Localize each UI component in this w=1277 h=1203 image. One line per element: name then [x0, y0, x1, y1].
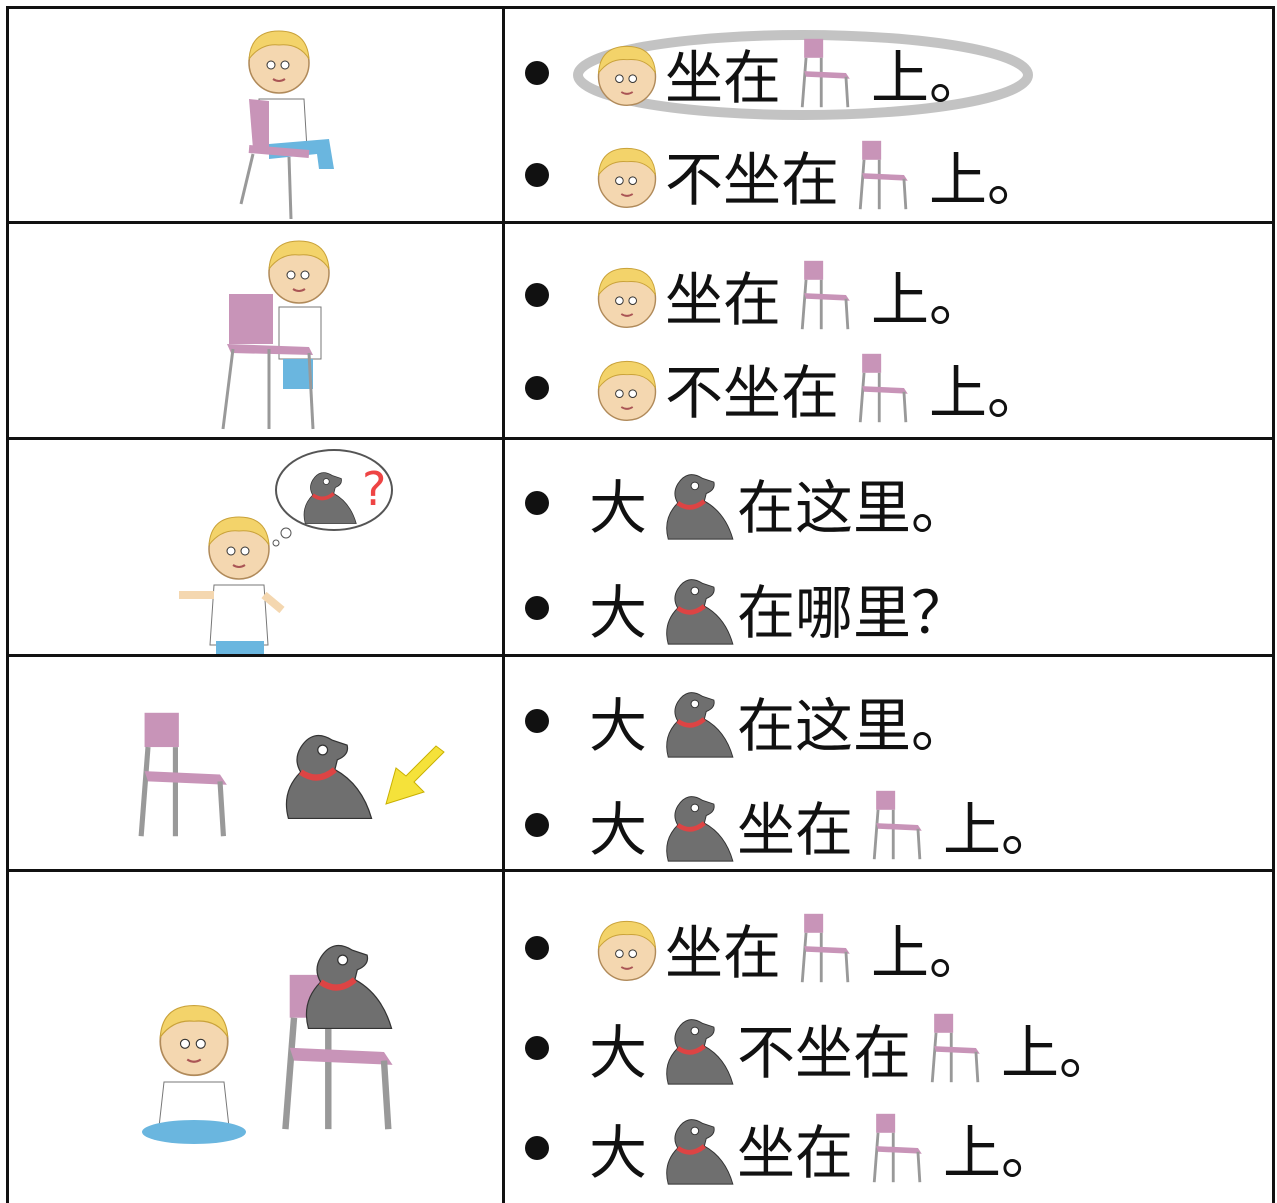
boy-and-dog-on-chair-illustration	[142, 912, 414, 1144]
chair-icon	[863, 1110, 933, 1186]
bullet	[525, 936, 549, 960]
bullet	[525, 709, 549, 733]
text: 坐在	[737, 1119, 854, 1187]
text: 大	[589, 796, 648, 864]
chair-icon	[849, 137, 919, 213]
text: 大	[589, 1019, 648, 1087]
sentence-cell: 坐在 上。 大不坐在 上。 大坐在 上。	[505, 872, 1272, 1203]
text: 在这里。	[737, 692, 970, 760]
sentence: 大 在这里。	[525, 681, 969, 761]
illustration-cell	[9, 224, 505, 437]
highlight-ellipse	[573, 30, 1033, 120]
text: 坐在	[665, 44, 782, 112]
bullet	[525, 283, 549, 307]
bullet	[525, 61, 549, 85]
dog-icon	[647, 1010, 737, 1086]
chair-icon	[791, 910, 861, 986]
chair-icon	[791, 257, 861, 333]
illustration-cell: ?	[9, 440, 505, 655]
illustration-cell	[9, 872, 505, 1203]
text: 上。	[943, 796, 1060, 864]
dog-icon	[647, 465, 737, 541]
text: 上。	[871, 44, 988, 112]
chair-icon	[921, 1010, 991, 1086]
sentence-cell: 大在这里。 大坐在 上。	[505, 657, 1272, 869]
table-row: ? 大在这里。 大在哪里？	[6, 437, 1275, 655]
text: 大	[589, 1119, 648, 1187]
text: 大	[589, 692, 648, 760]
text: 不坐在	[665, 146, 840, 214]
text: 上。	[943, 1119, 1060, 1187]
sentence-cell: 坐在 上。 不坐在 上。	[505, 9, 1272, 221]
text: 大	[589, 474, 648, 542]
table-row: 坐在 上。 不坐在 上。	[6, 6, 1275, 221]
sentence-cell: 大在这里。 大在哪里？	[505, 440, 1272, 654]
text: 坐在	[665, 266, 782, 334]
text: 坐在	[665, 919, 782, 987]
boy-sitting-illustration	[239, 30, 334, 219]
boy-standing-illustration	[221, 240, 330, 430]
text: 上。	[871, 919, 988, 987]
bullet	[525, 596, 549, 620]
sentence: 大 坐在 上。	[525, 1108, 1059, 1188]
chair-icon	[849, 350, 919, 426]
bullet	[525, 1036, 549, 1060]
sentence: 坐在 上。	[525, 255, 987, 335]
bullet	[525, 163, 549, 187]
sentence: 不坐在 上。	[525, 135, 1045, 215]
table-row: 坐在 上。 不坐在 上。	[6, 221, 1275, 437]
text: 在哪里？	[737, 579, 970, 647]
sentence: 大 坐在 上。	[525, 785, 1059, 865]
sentence: 不坐在 上。	[525, 348, 1045, 428]
text: 上。	[1001, 1019, 1118, 1087]
boy-icon	[589, 35, 665, 111]
text: 大	[589, 579, 648, 647]
text: 上。	[871, 266, 988, 334]
dog-icon	[647, 683, 737, 759]
bullet	[525, 813, 549, 837]
dog-icon	[647, 787, 737, 863]
boy-icon	[589, 137, 665, 213]
sentence: 坐在 上。	[525, 33, 987, 113]
svg-text:?: ?	[362, 462, 386, 516]
table-row: 坐在 上。 大不坐在 上。 大坐在 上。	[6, 869, 1275, 1203]
illustration-cell	[9, 9, 505, 221]
dog-icon	[647, 1110, 737, 1186]
text: 上。	[929, 146, 1046, 214]
boy-icon	[589, 257, 665, 333]
boy-icon	[589, 910, 665, 986]
bullet	[525, 376, 549, 400]
chair-icon	[791, 35, 861, 111]
text: 在这里。	[737, 474, 970, 542]
text: 坐在	[737, 796, 854, 864]
boy-icon	[589, 350, 665, 426]
text: 上。	[929, 359, 1046, 427]
bullet	[525, 1136, 549, 1160]
text: 不坐在	[737, 1019, 912, 1087]
chair-icon	[863, 787, 933, 863]
sentence: 大 不坐在 上。	[525, 1008, 1117, 1088]
illustration-cell	[9, 657, 505, 869]
chair-dog-arrow-illustration	[124, 692, 445, 862]
bullet	[525, 491, 549, 515]
boy-wondering-illustration: ?	[179, 449, 393, 655]
text: 不坐在	[665, 359, 840, 427]
dog-icon	[647, 570, 737, 646]
sentence: 大 在哪里？	[525, 568, 969, 648]
table-row: 大在这里。 大坐在 上。	[6, 654, 1275, 869]
sentence-cell: 坐在 上。 不坐在 上。	[505, 224, 1272, 437]
sentence: 大 在这里。	[525, 463, 969, 543]
sentence: 坐在 上。	[525, 908, 987, 988]
